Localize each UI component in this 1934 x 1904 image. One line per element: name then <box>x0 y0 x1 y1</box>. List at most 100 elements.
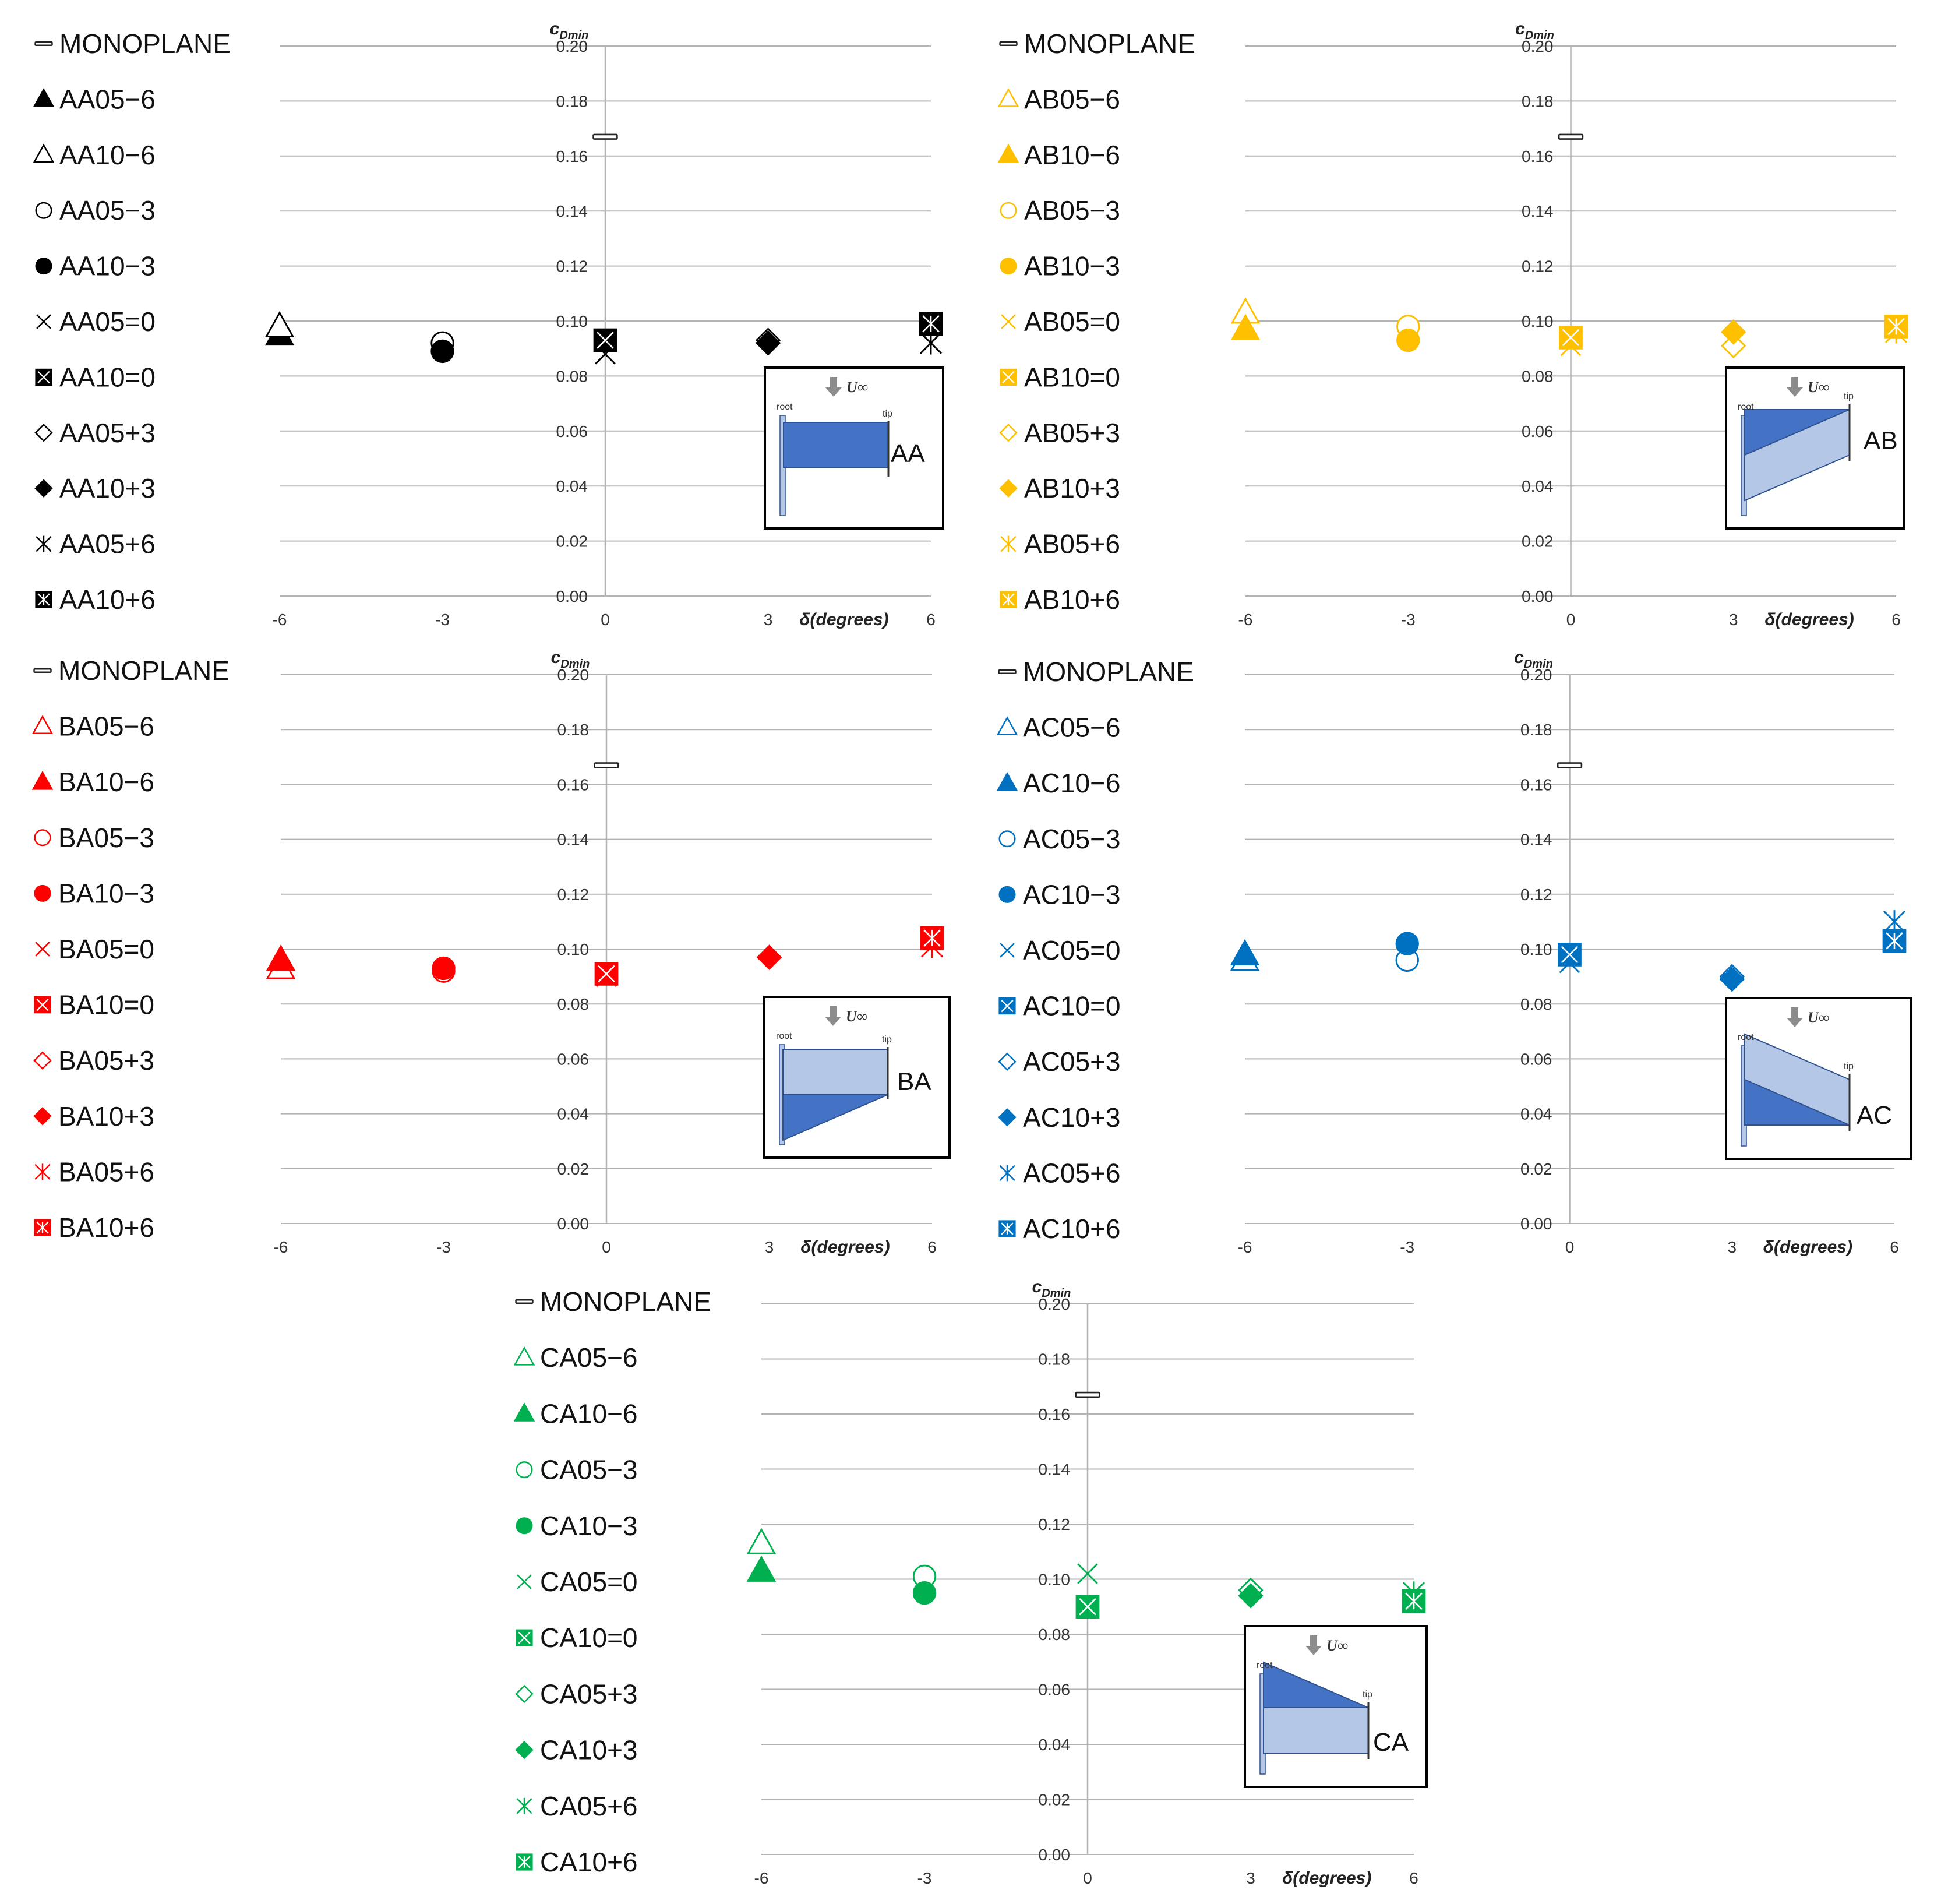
marker-cross <box>37 371 50 383</box>
chart-panel-ba: 0.20 0.18 0.16 0.14 0.12 0.10 0.08 0.06 0.04 0.02… <box>31 648 951 1257</box>
legend-marker <box>33 143 55 163</box>
y-tick-label: 0.14 <box>1522 202 1554 220</box>
inset-name: AC <box>1857 1101 1892 1130</box>
data-point-ab10-0 <box>1559 325 1583 350</box>
legend-label: AA05+6 <box>59 529 156 559</box>
marker-cross <box>1886 932 1903 950</box>
wing-inset: U∞ root tip BA <box>763 996 951 1159</box>
legend-marker <box>34 424 53 442</box>
marker-cross <box>1002 371 1015 383</box>
x-axis-title: δ(degrees) <box>800 1237 890 1257</box>
x-tick-label: -6 <box>1238 611 1253 629</box>
legend-label: BA05+3 <box>58 1045 154 1076</box>
x-tick-label: -6 <box>274 1238 288 1256</box>
wing-planform-lower <box>1263 1707 1369 1754</box>
legend-label: CA05−6 <box>540 1342 638 1373</box>
y-tick-label: 0.00 <box>1520 1215 1552 1233</box>
y-tick-label: 0.18 <box>557 721 590 739</box>
legend-label: AA05−3 <box>59 195 156 225</box>
legend-marker <box>998 997 1016 1015</box>
y-tick-label: 0.10 <box>1039 1571 1071 1589</box>
y-tick-label: 0.20 <box>1039 1295 1071 1313</box>
legend-marker <box>515 1299 534 1304</box>
y-tick-label: 0.08 <box>557 995 590 1013</box>
legend-marker <box>999 479 1018 498</box>
legend-marker <box>516 1797 532 1814</box>
legend-marker <box>34 41 53 46</box>
flow-arrow-icon <box>825 377 842 397</box>
data-point-monoplane <box>1558 133 1584 140</box>
legend-label: AC10+6 <box>1023 1214 1121 1244</box>
legend-label: CA05=0 <box>540 1567 638 1597</box>
x-tick-label: 3 <box>1727 1238 1737 1256</box>
chart-panel-aa: 0.20 0.18 0.16 0.14 0.12 0.10 0.08 0.06 0.04 0.02… <box>33 19 944 629</box>
legend-marker <box>998 830 1016 848</box>
root-label: root <box>1738 1032 1754 1042</box>
legend-marker <box>996 771 1018 791</box>
y-tick-label: 0.16 <box>1522 147 1554 165</box>
wing-planform-lower <box>1744 409 1850 456</box>
data-point-ba10-6 <box>920 926 944 950</box>
y-tick-label: 0.16 <box>1520 775 1552 794</box>
legend-label: CA05+3 <box>540 1679 638 1709</box>
inset-name: AA <box>891 439 925 468</box>
legend-marker <box>1000 258 1017 275</box>
legend-label: AA10+3 <box>59 473 156 503</box>
flow-arrow-icon <box>1787 1007 1803 1027</box>
legend-marker <box>997 143 1019 163</box>
flow-label: U∞ <box>1808 1009 1829 1026</box>
legend-marker <box>35 591 52 608</box>
x-axis-title: δ(degrees) <box>1282 1868 1371 1888</box>
legend-label: MONOPLANE <box>1024 29 1195 59</box>
y-tick-label: 0.18 <box>1522 92 1554 110</box>
y-tick-label: 0.02 <box>556 533 588 551</box>
legend-marker <box>1000 943 1015 958</box>
y-tick-label: 0.10 <box>557 940 590 958</box>
y-tick-label: 0.00 <box>1039 1846 1071 1864</box>
wing-inset: U∞ root tip AC <box>1725 997 1912 1160</box>
x-tick-label: -3 <box>917 1869 932 1887</box>
legend-marker <box>999 41 1018 46</box>
legend-label: CA10+3 <box>540 1735 638 1765</box>
legend-marker <box>35 258 52 275</box>
legend-label: AB10+6 <box>1024 584 1120 615</box>
x-tick-label: -6 <box>273 611 287 629</box>
marker-cross <box>1079 1598 1096 1616</box>
data-point-ba10-3 <box>432 956 456 981</box>
x-tick-label: 6 <box>1891 611 1901 629</box>
legend-label: AC05=0 <box>1023 935 1121 965</box>
legend-marker <box>515 1740 534 1760</box>
y-tick-label: 0.16 <box>556 147 588 165</box>
legend-label: MONOPLANE <box>59 29 231 59</box>
y-tick-label: 0.06 <box>1522 422 1554 440</box>
legend-marker <box>999 424 1018 442</box>
data-point-ac10-3 <box>1719 967 1745 992</box>
y-axis-title-main: c <box>1515 19 1525 38</box>
legend-marker <box>33 668 52 673</box>
legend-marker <box>34 1163 51 1180</box>
data-point-ac10-0 <box>1558 943 1582 967</box>
data-point-aa10-0 <box>593 328 617 352</box>
y-tick-label: 0.14 <box>557 831 590 849</box>
legend-label: MONOPLANE <box>58 655 230 686</box>
legend-marker <box>33 88 55 107</box>
legend-label: MONOPLANE <box>540 1286 711 1317</box>
legend-marker <box>34 1219 51 1236</box>
root-label: root <box>777 402 793 412</box>
legend-marker <box>515 1684 534 1704</box>
inset-name: CA <box>1373 1728 1409 1757</box>
y-tick-label: 0.14 <box>1039 1461 1071 1479</box>
legend-marker <box>998 669 1017 674</box>
legend-label: AC10−3 <box>1023 879 1121 909</box>
y-tick-label: 0.00 <box>556 587 588 605</box>
y-tick-label: 0.02 <box>1522 533 1554 551</box>
data-point-ac10-3 <box>1395 932 1419 955</box>
legend-marker <box>34 479 53 498</box>
legend-label: AC10−6 <box>1023 768 1121 798</box>
root-label: root <box>1738 402 1754 412</box>
x-tick-label: 0 <box>1566 611 1576 629</box>
y-tick-label: 0.08 <box>1039 1626 1071 1644</box>
y-axis-title-sub: Dmin <box>560 658 590 671</box>
legend-marker <box>998 1052 1017 1071</box>
